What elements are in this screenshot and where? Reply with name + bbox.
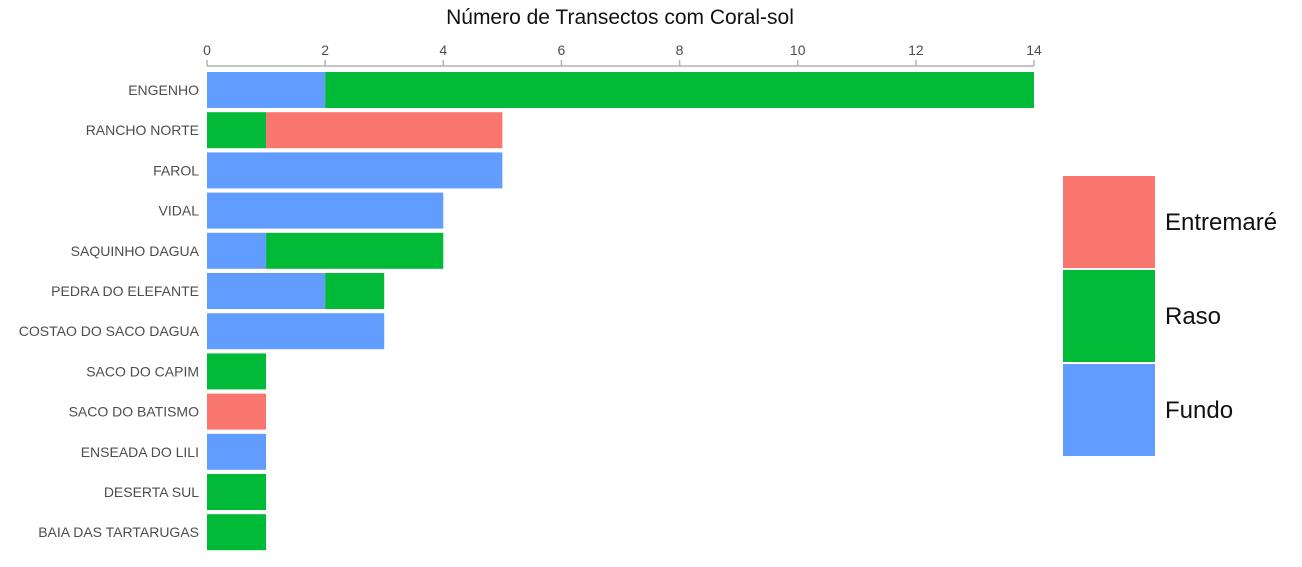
- bar-baia-das-tartarugas-raso: [207, 514, 267, 551]
- y-tick-label: COSTAO DO SACO DAGUA: [19, 323, 200, 339]
- y-tick-label: SACO DO BATISMO: [69, 404, 200, 420]
- x-tick-label: 12: [908, 42, 924, 58]
- bar-saco-do-capim-raso: [207, 353, 267, 390]
- bar-farol-fundo: [207, 152, 503, 189]
- legend-label: Raso: [1165, 303, 1221, 330]
- bar-costao-do-saco-dagua-fundo: [207, 313, 385, 350]
- y-tick-label: BAIA DAS TARTARUGAS: [38, 524, 199, 540]
- y-tick-label: FAROL: [153, 162, 199, 178]
- y-tick-label: PEDRA DO ELEFANTE: [51, 283, 199, 299]
- bar-pedra-do-elefante-fundo: [207, 273, 326, 309]
- legend-key-raso: [1063, 270, 1155, 362]
- y-tick-label: DESERTA SUL: [104, 484, 199, 500]
- bar-saquinho-dagua-fundo: [207, 232, 267, 269]
- legend-label: Fundo: [1165, 397, 1233, 424]
- bar-deserta-sul-raso: [207, 474, 267, 510]
- y-tick-label: ENGENHO: [128, 82, 199, 98]
- bar-rancho-norte-entremare: [266, 112, 503, 149]
- bar-engenho-raso: [325, 72, 1035, 108]
- y-tick-label: VIDAL: [159, 203, 200, 219]
- bar-saquinho-dagua-raso: [266, 232, 444, 269]
- x-tick-label: 10: [790, 42, 806, 58]
- x-tick-label: 2: [321, 42, 329, 58]
- bar-enseada-do-lili-fundo: [207, 433, 267, 470]
- y-tick-label: SACO DO CAPIM: [86, 363, 199, 379]
- x-tick-label: 4: [439, 42, 447, 58]
- bar-vidal-fundo: [207, 192, 444, 229]
- legend-key-fundo: [1063, 364, 1155, 456]
- bar-saco-do-batismo-entremare: [207, 393, 267, 430]
- x-tick-label: 0: [203, 42, 211, 58]
- legend-key-entremare: [1063, 176, 1155, 268]
- y-tick-label: ENSEADA DO LILI: [81, 444, 199, 460]
- legend-label: Entremaré: [1165, 209, 1277, 236]
- bar-rancho-norte-raso: [207, 112, 267, 149]
- chart-title: Número de Transectos com Coral-sol: [446, 6, 794, 29]
- x-tick-label: 8: [676, 42, 684, 58]
- y-tick-label: SAQUINHO DAGUA: [71, 243, 200, 259]
- x-tick-label: 6: [558, 42, 566, 58]
- bar-engenho-fundo: [207, 72, 326, 108]
- bar-pedra-do-elefante-raso: [325, 273, 385, 309]
- x-tick-label: 14: [1026, 42, 1042, 58]
- y-tick-label: RANCHO NORTE: [86, 122, 199, 138]
